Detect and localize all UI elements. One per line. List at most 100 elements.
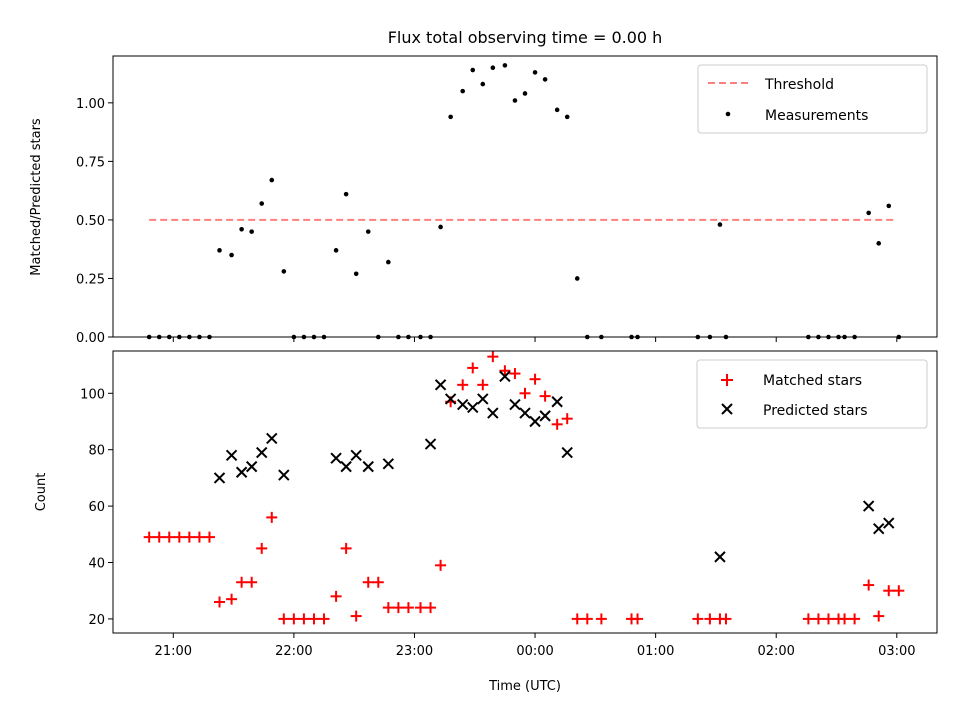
matched-legend-marker	[721, 374, 733, 386]
y-tick-label: 80	[88, 444, 105, 459]
predicted-star-point	[714, 551, 726, 563]
matched-star-point	[318, 613, 330, 625]
matched-star-point	[402, 602, 414, 614]
matched-star-point	[236, 576, 248, 588]
predicted-star-point	[883, 517, 895, 529]
measurement-point	[333, 248, 339, 253]
predicted-star-point	[529, 415, 541, 428]
matched-star-point	[632, 613, 644, 625]
measurement-point	[512, 98, 518, 103]
measurement-point	[249, 229, 254, 234]
y-tick-label: 100	[80, 387, 105, 402]
matched-star-point	[467, 362, 479, 374]
matched-star-point	[203, 531, 215, 543]
legend-box	[697, 64, 928, 134]
measurement-point	[460, 88, 465, 94]
x-axis-label: Time (UTC)	[488, 679, 561, 694]
matched-star-point	[435, 559, 447, 571]
matched-star-point	[595, 613, 607, 625]
y-tick-label: 40	[88, 557, 105, 572]
y-tick-label: 0.25	[76, 272, 105, 287]
predicted-star-point	[444, 393, 457, 405]
matched-star-point	[372, 576, 384, 588]
matched-star-point	[477, 379, 489, 391]
legend-threshold: Threshold	[764, 77, 834, 93]
matched-star-point	[802, 613, 814, 625]
predicted-star-point	[434, 379, 447, 391]
predicted-star-point	[424, 438, 437, 450]
measurement-point	[480, 81, 486, 87]
measurement-point	[886, 203, 892, 209]
matched-star-point	[839, 613, 851, 625]
matched-star-point	[425, 602, 437, 614]
x-axis-ticks	[172, 337, 898, 342]
matched-star-point	[812, 613, 824, 625]
matched-star-point	[382, 602, 394, 614]
flux-ratio-panel: Flux total observing time = 0.00 h Match…	[29, 28, 938, 346]
predicted-star-point	[487, 407, 499, 419]
matched-star-point	[873, 610, 885, 622]
measurement-point	[239, 226, 244, 232]
legend-measurements: Measurements	[765, 108, 868, 124]
matched-star-point	[571, 613, 583, 625]
predicted-star-point	[235, 466, 248, 478]
x-axis-ticks: 21:00 22:00 23:00 00:00 01:00 02:00 03:00	[155, 633, 916, 659]
legend-predicted: Predicted stars	[763, 403, 868, 419]
measurements-legend-marker	[725, 111, 731, 117]
matched-star-point	[340, 542, 352, 554]
predicted-star-point	[862, 500, 875, 512]
matched-star-point	[330, 590, 342, 602]
predicted-star-point	[350, 449, 362, 462]
predicted-star-point	[362, 460, 374, 473]
y-tick-label: 20	[88, 613, 105, 628]
matched-star-point	[226, 593, 238, 605]
predicted-star-point	[340, 460, 352, 473]
matched-star-point	[529, 373, 541, 385]
matched-star-point	[581, 613, 593, 625]
matched-star-point	[414, 602, 426, 614]
measurement-point	[554, 107, 560, 113]
x-tick-label: 22:00	[275, 644, 312, 659]
legend: Matched stars Predicted stars	[696, 359, 928, 429]
y-tick-label: 0.75	[76, 155, 105, 170]
matched-star-point	[193, 531, 205, 543]
x-tick-label: 00:00	[516, 644, 553, 659]
measurement-point	[365, 229, 371, 234]
count-points	[143, 351, 905, 625]
measurement-point	[717, 222, 723, 227]
matched-star-point	[539, 390, 551, 402]
matched-star-point	[704, 613, 716, 625]
matched-star-point	[256, 542, 268, 554]
matched-star-point	[163, 531, 175, 543]
measurement-point	[438, 224, 443, 230]
y-tick-label: 60	[88, 500, 105, 515]
x-tick-label: 03:00	[878, 644, 915, 659]
plot-frame	[112, 55, 938, 338]
measurement-point	[259, 201, 265, 206]
y-axis-ticks: 0.00 0.25 0.50 0.75 1.00	[76, 97, 113, 346]
predicted-legend-marker	[721, 403, 733, 415]
measurement-point	[876, 241, 882, 246]
predicted-star-point	[499, 370, 511, 383]
y-axis-label: Count	[34, 473, 49, 512]
predicted-star-point	[477, 393, 489, 405]
measurement-point	[343, 191, 349, 197]
predicted-star-point	[873, 522, 885, 535]
legend: Threshold Measurements	[697, 64, 928, 134]
x-tick-label: 21:00	[155, 644, 192, 659]
matched-star-point	[288, 613, 300, 625]
legend-box	[696, 359, 928, 429]
matched-star-point	[153, 531, 165, 543]
matched-star-point	[720, 613, 732, 625]
matched-star-point	[499, 365, 511, 377]
matched-star-point	[278, 613, 290, 625]
y-axis-label: Matched/Predicted stars	[29, 118, 44, 276]
measurement-point	[866, 210, 871, 216]
y-tick-label: 1.00	[76, 97, 105, 112]
matched-star-point	[183, 531, 195, 543]
matched-star-point	[822, 613, 834, 625]
predicted-star-point	[539, 410, 551, 422]
matched-star-point	[487, 351, 499, 363]
